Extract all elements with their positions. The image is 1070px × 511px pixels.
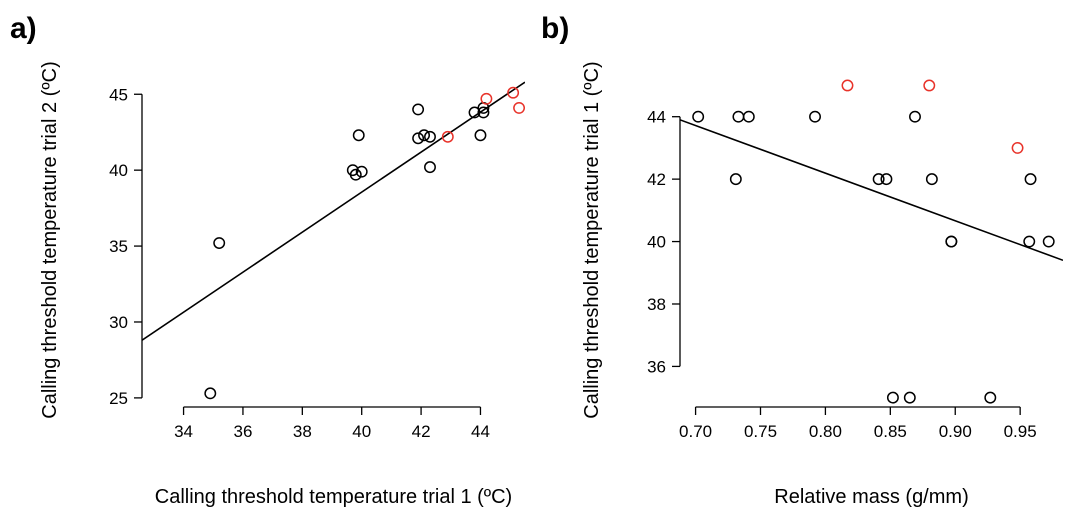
y-tick-label: 25: [109, 389, 128, 408]
panel-b: b) 0.70 0.75 0.80 0.85 0.90 0.95 Relative mass …: [541, 12, 1063, 508]
panel-label: a): [10, 12, 37, 45]
data-point: [909, 110, 921, 123]
x-tick-label: 0.75: [744, 422, 777, 441]
y-tick-label: 40: [109, 161, 128, 180]
data-point: [418, 129, 431, 142]
series-black-points: [692, 110, 1055, 404]
regression-line: [680, 119, 1063, 262]
y-tick-label: 45: [109, 85, 128, 104]
y-axis: 36 38 40 42 44: [647, 108, 681, 376]
data-point: [352, 129, 365, 142]
y-axis: 25 30 35 40 45: [109, 85, 143, 408]
data-point: [1023, 235, 1036, 248]
data-point: [507, 86, 520, 99]
x-axis: 34 36 38 40 42 44: [174, 406, 490, 441]
data-point: [349, 168, 362, 181]
data-point: [1042, 235, 1055, 248]
data-point: [412, 103, 425, 116]
data-point: [1024, 173, 1037, 186]
x-tick-label: 40: [352, 422, 371, 441]
x-tick-label: 34: [174, 422, 193, 441]
data-point: [809, 110, 821, 123]
data-point: [441, 130, 454, 143]
y-tick-label: 38: [647, 295, 666, 314]
data-point: [204, 387, 217, 400]
x-tick-label: 0.90: [939, 422, 972, 441]
x-axis: 0.70 0.75 0.80 0.85 0.90 0.95: [679, 406, 1037, 441]
data-point: [424, 161, 436, 174]
x-tick-label: 0.80: [809, 422, 842, 441]
x-axis-title: Calling threshold temperature trial 1 (º…: [155, 486, 512, 508]
data-point: [945, 235, 958, 248]
panel-label: b): [541, 12, 569, 45]
y-tick-label: 40: [647, 233, 666, 252]
data-point: [729, 173, 742, 186]
data-point: [886, 391, 899, 404]
data-point: [213, 237, 226, 249]
data-point: [923, 79, 936, 92]
data-point: [984, 391, 997, 404]
x-tick-label: 0.70: [679, 422, 712, 441]
data-point: [841, 79, 854, 92]
data-point: [513, 101, 526, 114]
y-tick-label: 36: [647, 357, 666, 376]
data-point: [477, 106, 490, 119]
data-point: [742, 110, 755, 123]
x-tick-label: 36: [233, 422, 252, 441]
data-point: [880, 173, 893, 186]
x-tick-label: 0.85: [874, 422, 907, 441]
data-point: [872, 173, 885, 186]
series-red-points: [841, 79, 1024, 154]
data-point: [480, 92, 493, 105]
data-point: [732, 110, 745, 123]
y-tick-label: 35: [109, 237, 128, 256]
x-tick-label: 0.95: [1004, 422, 1037, 441]
data-point: [412, 132, 425, 145]
data-point: [424, 130, 436, 143]
y-axis-title: Calling threshold temperature trial 2 (º…: [39, 61, 61, 418]
data-point: [903, 391, 916, 404]
series-black-points: [204, 101, 490, 400]
data-point: [1011, 141, 1024, 154]
y-tick-label: 30: [109, 313, 128, 332]
x-tick-label: 44: [471, 422, 490, 441]
series-red-points: [441, 86, 526, 143]
data-point: [474, 129, 487, 142]
x-axis-title: Relative mass (g/mm): [774, 486, 968, 508]
y-tick-label: 42: [647, 170, 666, 189]
y-axis-title: Calling threshold temperature trial 1 (º…: [581, 61, 603, 418]
x-tick-label: 42: [412, 422, 431, 441]
panel-a: a) 34 36 38 40 42 44 Calling threshold temperat…: [10, 12, 526, 508]
x-tick-label: 38: [293, 422, 312, 441]
data-point: [355, 165, 368, 178]
data-point: [925, 173, 938, 186]
data-point: [692, 110, 705, 123]
y-tick-label: 44: [647, 108, 666, 127]
regression-line: [142, 81, 525, 341]
